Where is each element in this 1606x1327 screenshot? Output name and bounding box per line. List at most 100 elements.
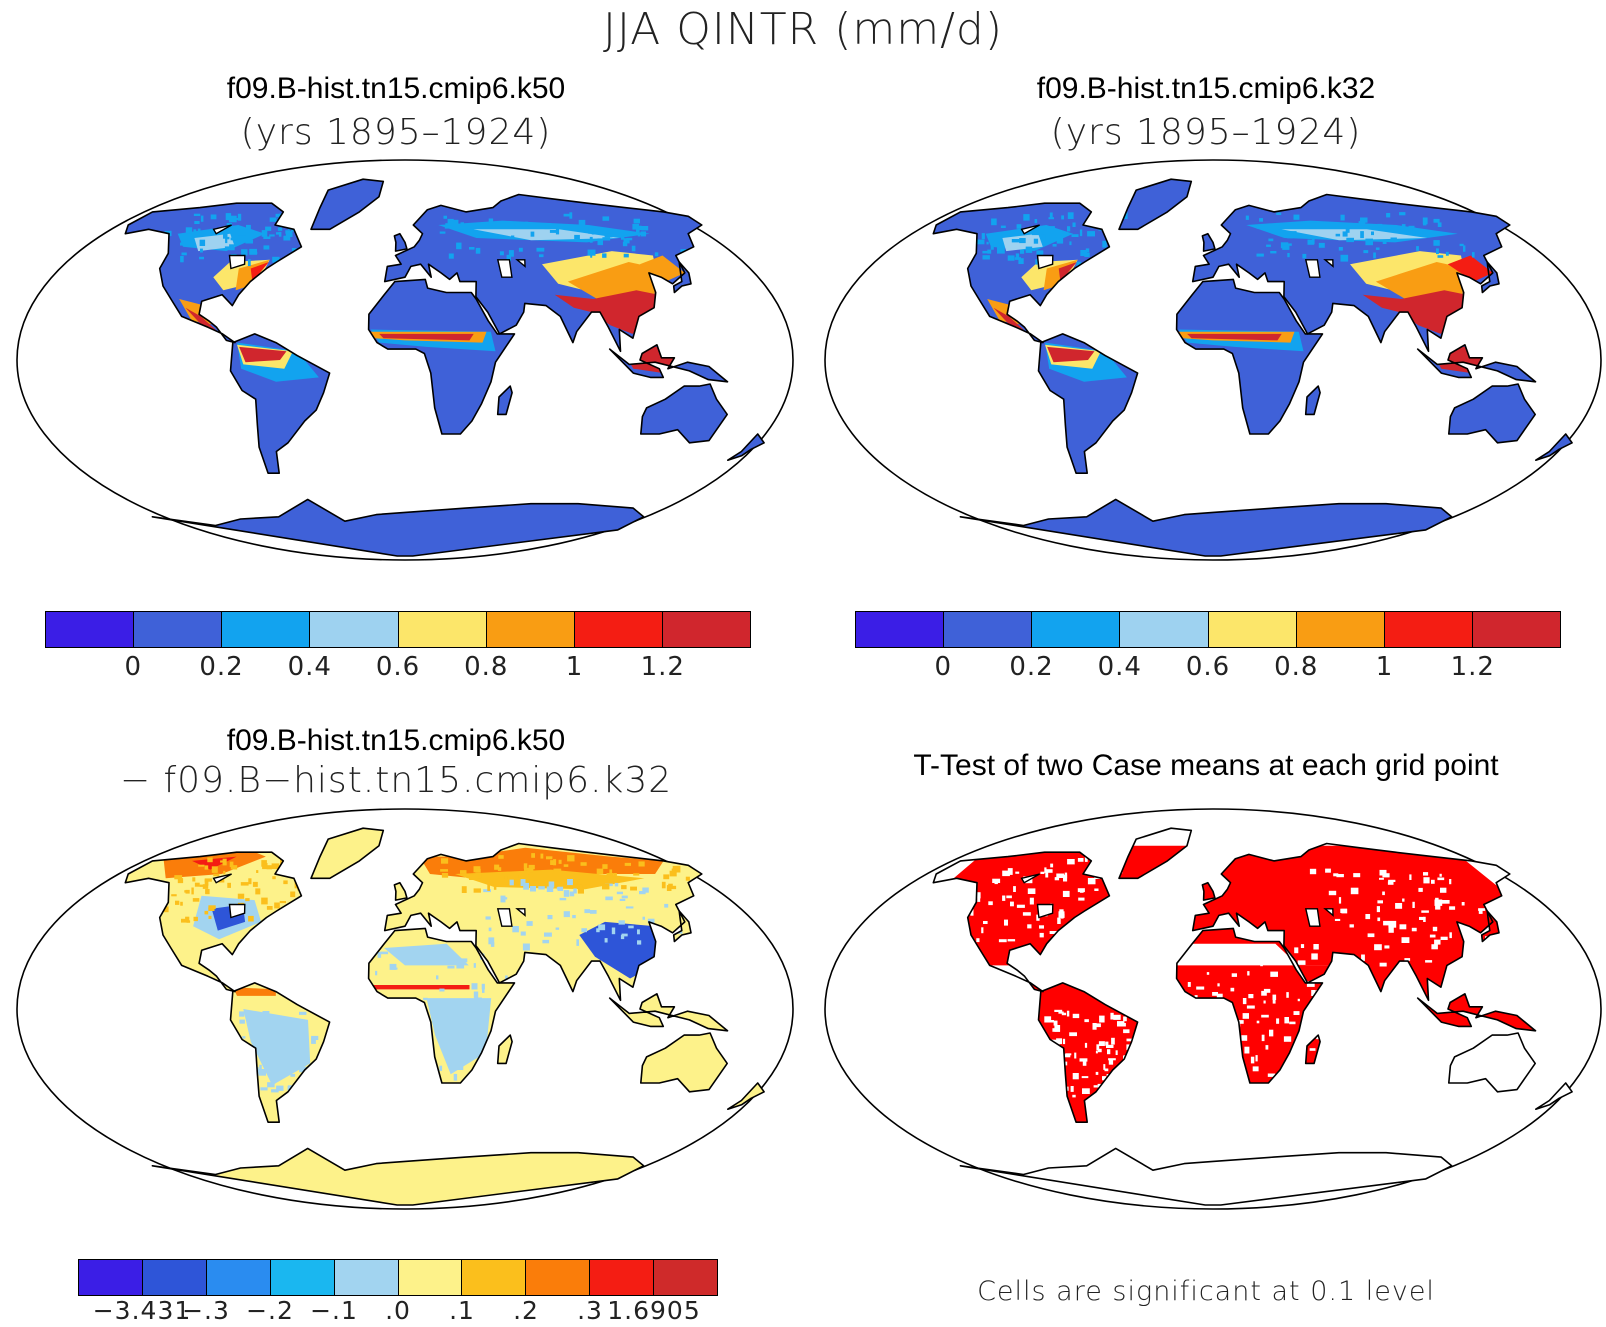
coastline [151, 498, 645, 557]
map-ttest [824, 808, 1602, 1210]
colorbar-swatch [574, 612, 663, 647]
landmass-africa [1176, 279, 1323, 434]
coastline [229, 333, 331, 474]
colorbar-tick-label: 1.6905 [607, 1296, 701, 1325]
coastline [1480, 910, 1500, 943]
landmass-madagascar [1305, 386, 1321, 415]
panel-title-k32: f09.B-hist.tn15.cmip6.k32 [1036, 72, 1376, 105]
landmass-greenland [311, 179, 384, 230]
colorbar-tick-label: 0.4 [1097, 652, 1142, 682]
colorbar-swatch [526, 1260, 591, 1295]
colorbar-tick-label: .0 [385, 1296, 411, 1325]
landmass-uk [1202, 233, 1215, 252]
coastline [1191, 842, 1511, 1002]
coastline [393, 881, 408, 901]
lake [1323, 259, 1334, 268]
coastline [932, 202, 1111, 344]
coastline [1118, 827, 1193, 880]
coastline [383, 193, 703, 353]
coastline [608, 993, 729, 1032]
landmass-greenland [1119, 179, 1192, 230]
coastline [367, 927, 516, 1084]
colorbar-tick-label: 0.4 [287, 652, 332, 682]
colorbar-tick-label: 0 [934, 652, 953, 682]
coastline [1191, 193, 1511, 353]
colorbar-swatch [270, 1260, 335, 1295]
lake [496, 908, 513, 927]
coastline [1448, 1032, 1536, 1093]
coastline [496, 1034, 513, 1065]
landmass-australia [640, 384, 728, 443]
colorbar-swatch [1384, 612, 1473, 647]
landmass-japan [1481, 262, 1499, 293]
coastline [310, 827, 385, 880]
coastline [1416, 993, 1537, 1032]
coastline [496, 385, 513, 416]
coastline [124, 202, 303, 344]
colorbar-tick-label: 1 [1375, 652, 1394, 682]
coastline [1448, 383, 1536, 444]
coastline [1201, 881, 1216, 901]
colorbar-tick-label: 0.8 [464, 652, 509, 682]
colorbar-swatch [334, 1260, 399, 1295]
coastline [1304, 1034, 1321, 1065]
coastline [608, 344, 729, 383]
coastline [124, 851, 303, 993]
coastline [1201, 232, 1216, 252]
colorbar-swatch [1120, 612, 1209, 647]
colorbar-swatch [79, 1260, 143, 1295]
colorbar-swatch [944, 612, 1033, 647]
panel-title-ttest: T-Test of two Case means at each grid po… [913, 749, 1499, 782]
lake [1323, 908, 1334, 917]
lake [228, 254, 246, 270]
lake [515, 259, 526, 268]
colorbar-ticks-diff: −3.431 −.3 −.2 −.1 .0 .1 .2 .3 1.6905 [78, 1296, 718, 1326]
landmass-madagascar [497, 386, 513, 415]
lake [1036, 903, 1054, 919]
lake [1020, 873, 1040, 884]
coastline [727, 433, 765, 461]
lake [1304, 259, 1321, 278]
colorbar-tick-label: −.1 [310, 1296, 358, 1325]
colorbar-tick-label: 1 [565, 652, 584, 682]
colorbar-swatch [206, 1260, 271, 1295]
colorbar-tick-label: 0.6 [1185, 652, 1231, 682]
coastline [310, 178, 385, 231]
colorbar-tick-label: 0.2 [199, 652, 244, 682]
coastline [1535, 1082, 1573, 1110]
colorbar-swatch [134, 612, 223, 647]
lake [1304, 908, 1321, 927]
colorbar-swatch [486, 612, 575, 647]
coastline [367, 278, 516, 435]
significance-note: Cells are significant at 0.1 level [977, 1276, 1435, 1307]
coastline [1416, 344, 1537, 383]
colorbar-k50 [45, 611, 751, 648]
coastline [1037, 333, 1139, 474]
coastline [1535, 433, 1573, 461]
colorbar-swatch [222, 612, 311, 647]
colorbar-swatch [1296, 612, 1385, 647]
coastline [672, 910, 692, 943]
colorbar-swatch [1032, 612, 1121, 647]
colorbar-tick-label: 1.2 [640, 652, 685, 682]
colorbar-tick-label: .2 [513, 1296, 539, 1325]
colorbar-swatch [654, 1260, 718, 1295]
panel-subtitle-k32: (yrs 1895–1924) [1050, 112, 1362, 153]
colorbar-swatch [1472, 612, 1560, 647]
colorbar-ticks-k50: 0 0.2 0.4 0.6 0.8 1 1.2 [45, 652, 751, 686]
colorbar-swatch [310, 612, 399, 647]
panel-title-k50: f09.B-hist.tn15.cmip6.k50 [226, 72, 566, 105]
coastline [1037, 982, 1139, 1123]
colorbar-tick-label: −.2 [246, 1296, 294, 1325]
panel-subtitle-k50: (yrs 1895–1924) [240, 112, 552, 153]
colorbar-diff [78, 1259, 718, 1296]
colorbar-swatch [856, 612, 945, 647]
colorbar-tick-label: 0.8 [1274, 652, 1319, 682]
map-diff [16, 808, 794, 1210]
coastline [1304, 385, 1321, 416]
landmass-uk [394, 233, 407, 252]
colorbar-tick-label: 0 [124, 652, 143, 682]
coastline [959, 498, 1453, 557]
coastline [932, 851, 1111, 993]
coastline [383, 842, 703, 1002]
